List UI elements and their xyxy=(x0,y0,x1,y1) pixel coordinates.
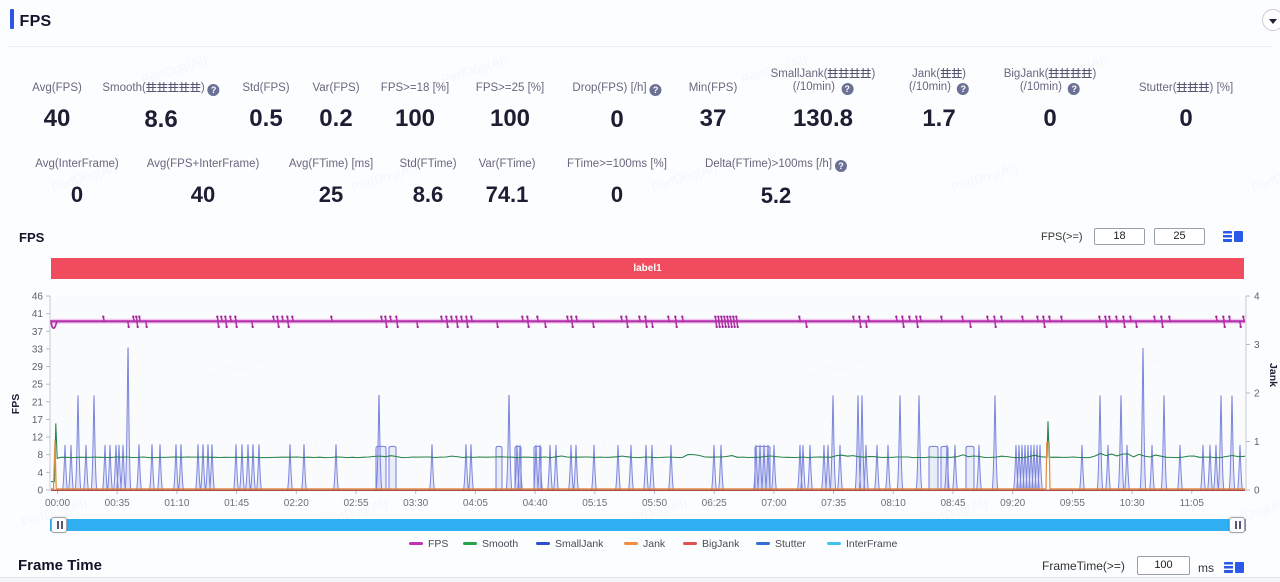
svg-text:8: 8 xyxy=(37,450,43,461)
svg-text:10:30: 10:30 xyxy=(1120,498,1145,509)
svg-text:06:25: 06:25 xyxy=(702,498,727,509)
svg-text:4: 4 xyxy=(37,468,43,479)
svg-text:11:05: 11:05 xyxy=(1180,498,1205,509)
svg-text:21: 21 xyxy=(32,397,44,408)
svg-text:07:00: 07:00 xyxy=(761,498,786,509)
svg-text:09:55: 09:55 xyxy=(1060,498,1085,509)
svg-text:12: 12 xyxy=(32,433,44,444)
svg-text:02:20: 02:20 xyxy=(284,498,309,509)
svg-text:08:10: 08:10 xyxy=(881,498,906,509)
svg-text:17: 17 xyxy=(32,415,44,426)
svg-text:1: 1 xyxy=(1254,437,1260,448)
svg-text:00:35: 00:35 xyxy=(105,498,130,509)
svg-text:09:20: 09:20 xyxy=(1000,498,1025,509)
svg-text:01:10: 01:10 xyxy=(164,498,189,509)
svg-text:33: 33 xyxy=(32,344,44,355)
svg-text:03:30: 03:30 xyxy=(403,498,428,509)
svg-text:07:35: 07:35 xyxy=(821,498,846,509)
svg-text:46: 46 xyxy=(32,292,44,303)
svg-text:4: 4 xyxy=(1254,292,1260,303)
svg-text:25: 25 xyxy=(32,380,44,391)
svg-text:0: 0 xyxy=(1254,486,1260,497)
svg-text:3: 3 xyxy=(1254,340,1260,351)
svg-text:41: 41 xyxy=(32,309,44,320)
svg-text:29: 29 xyxy=(32,362,44,373)
svg-text:FPS: FPS xyxy=(10,394,22,414)
svg-text:04:40: 04:40 xyxy=(523,498,548,509)
svg-text:05:15: 05:15 xyxy=(582,498,607,509)
svg-text:Jank: Jank xyxy=(1267,363,1279,387)
svg-text:01:45: 01:45 xyxy=(224,498,249,509)
svg-text:04:05: 04:05 xyxy=(463,498,488,509)
svg-text:2: 2 xyxy=(1254,389,1260,400)
svg-text:37: 37 xyxy=(32,327,44,338)
svg-text:0: 0 xyxy=(37,486,43,497)
